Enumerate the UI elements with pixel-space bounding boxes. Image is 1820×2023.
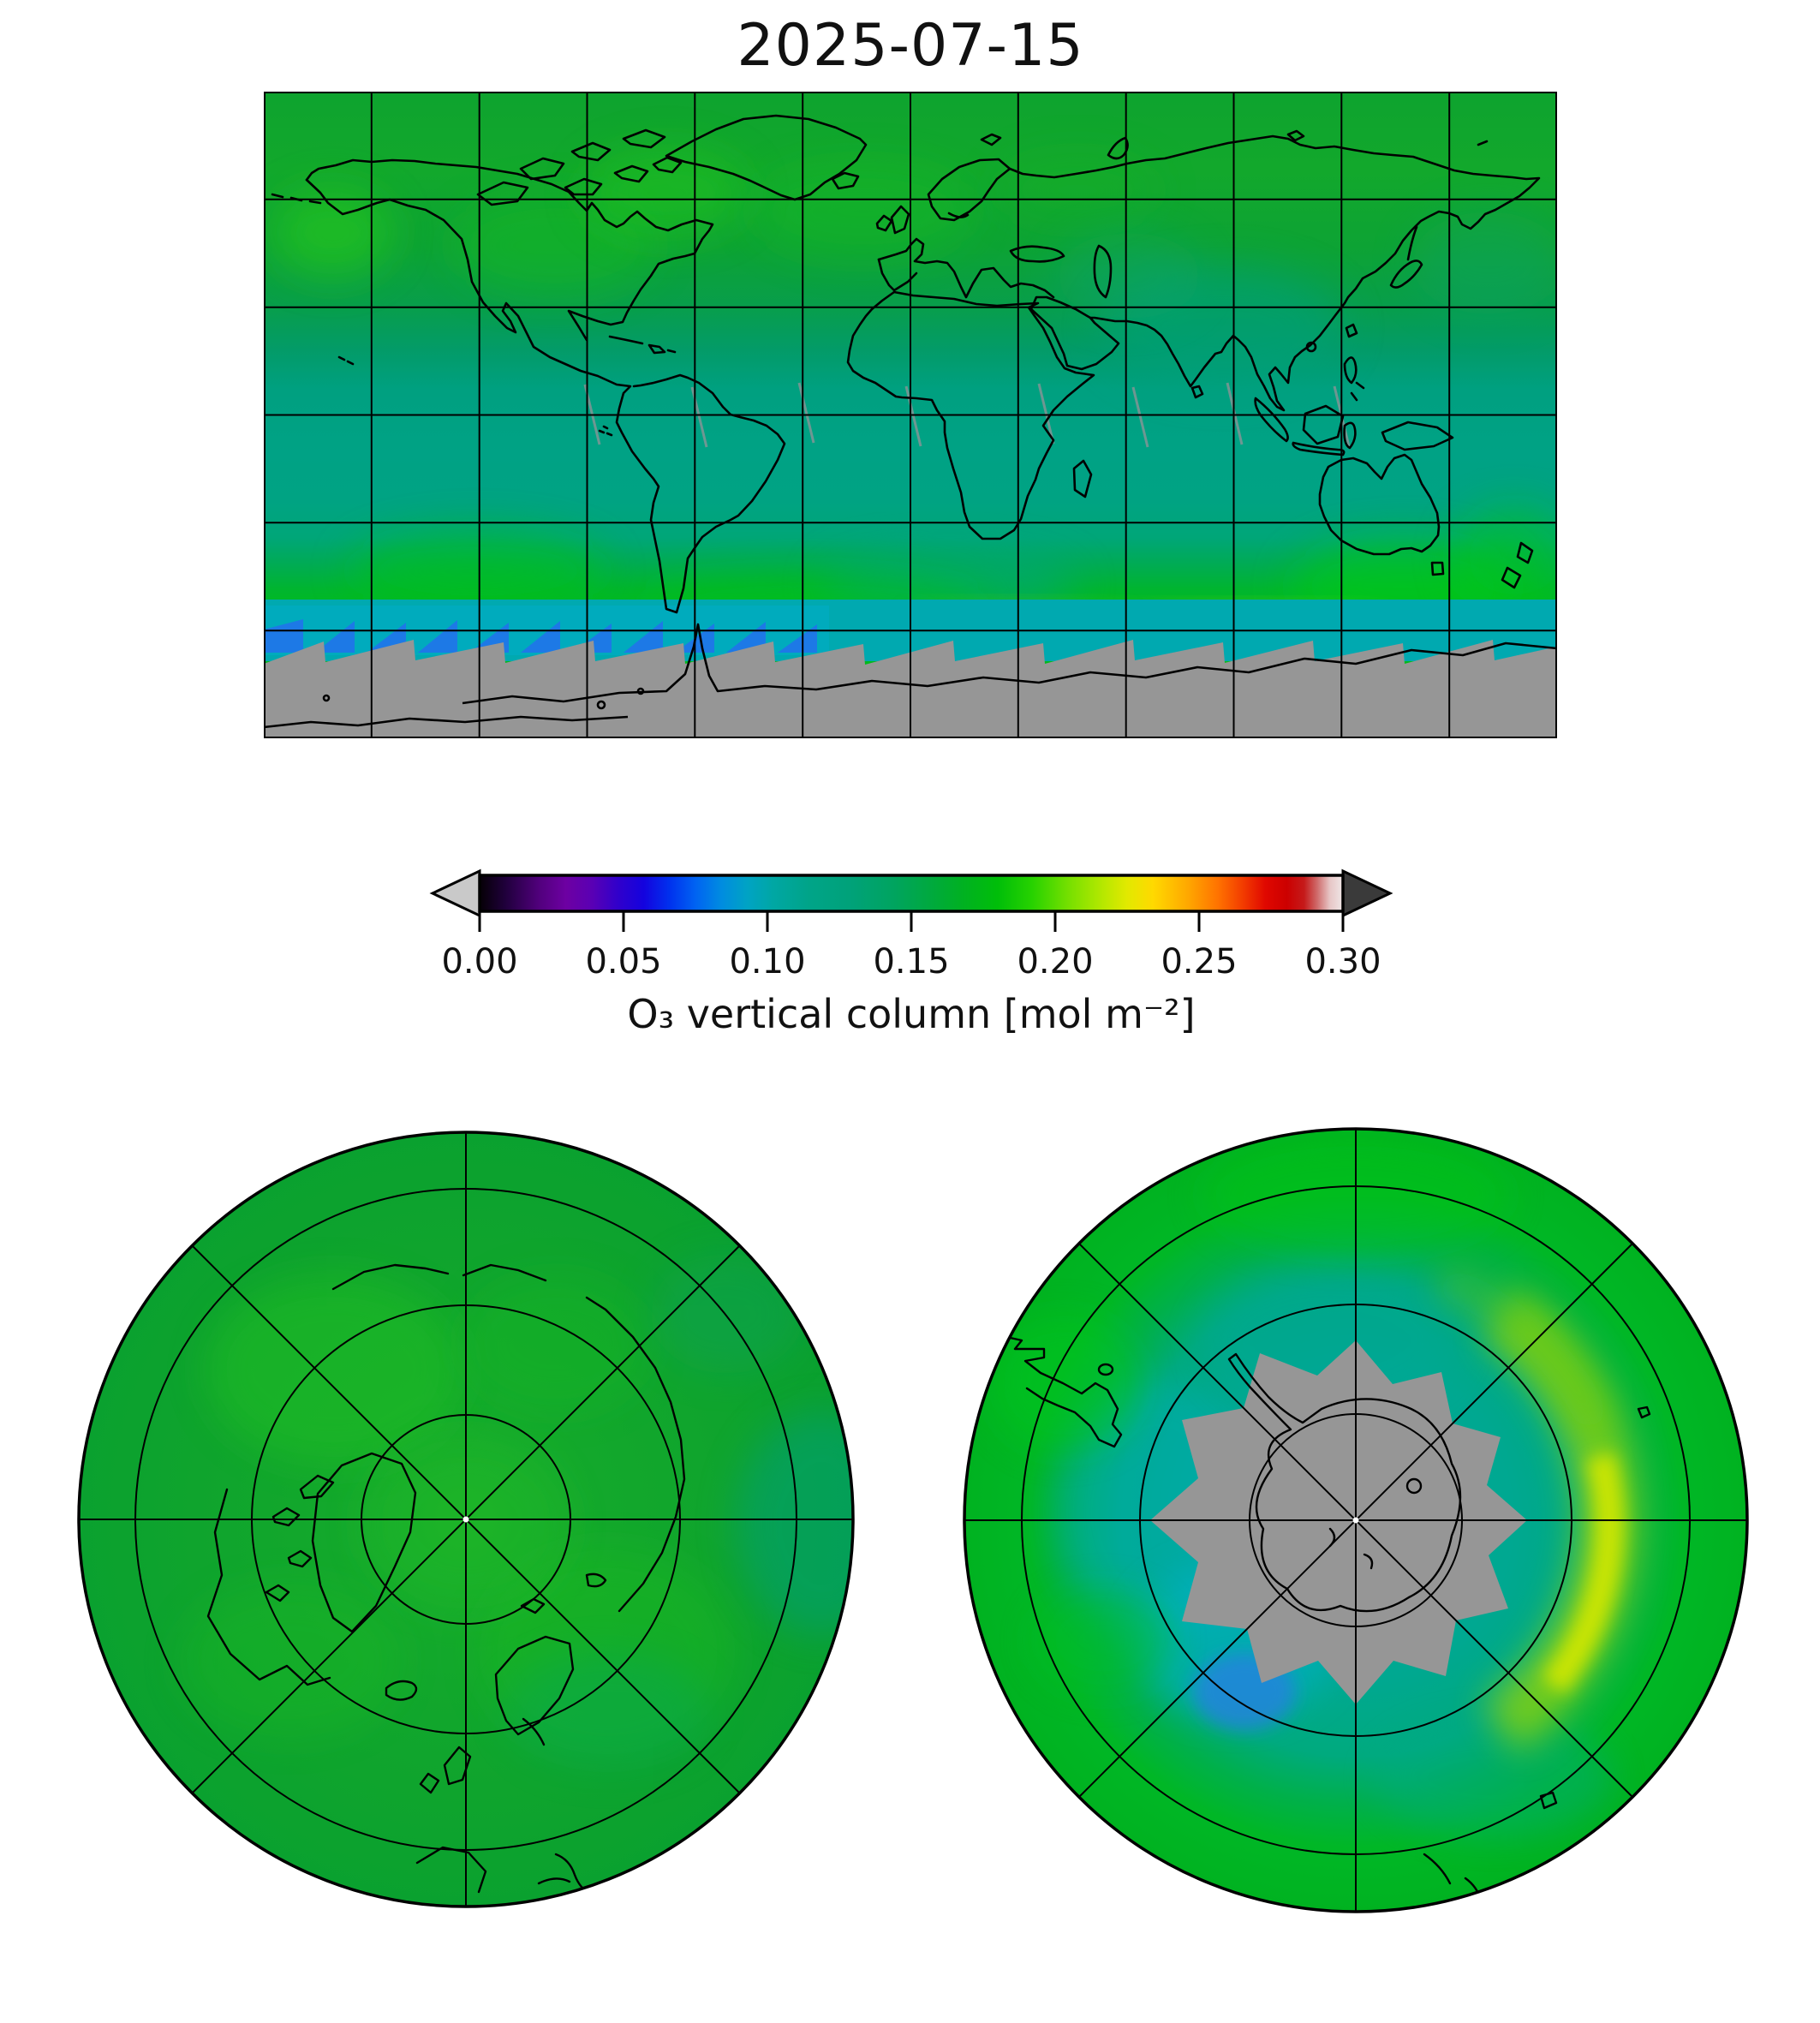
south-no-data-cap	[1150, 1340, 1527, 1704]
graticule	[264, 92, 1557, 738]
colorbar-tick-labels: 0.00 0.05 0.10 0.15 0.20 0.25 0.30	[441, 942, 1381, 982]
tick-label: 0.10	[729, 942, 805, 982]
colorbar-label: O₃ vertical column [mol m⁻²]	[627, 991, 1195, 1037]
tick-label: 0.25	[1161, 942, 1237, 982]
north-polar-boundary	[77, 1131, 855, 1908]
colorbar-under-arrow	[429, 868, 481, 918]
tick-label: 0.05	[585, 942, 661, 982]
north-polar-field	[79, 1132, 853, 1907]
colorbar-gradient	[478, 874, 1345, 913]
tick-label: 0.30	[1304, 942, 1381, 982]
global-map-panel	[264, 92, 1557, 738]
colorbar-over-arrow	[1341, 868, 1393, 918]
coastlines	[271, 114, 1541, 614]
south-polar-coastlines	[1005, 1335, 1651, 1902]
tick-label: 0.15	[873, 942, 949, 982]
tick-label: 0.00	[441, 942, 517, 982]
tick-label: 0.20	[1017, 942, 1093, 982]
north-polar-panel	[77, 1131, 855, 1908]
pole-point	[1352, 1517, 1359, 1524]
pole-point	[462, 1516, 469, 1523]
antarctica-coastline	[264, 623, 1557, 729]
colorbar-panel: 0.00 0.05 0.10 0.15 0.20 0.25 0.30 O₃ ve…	[429, 868, 1393, 1037]
global-map-field	[264, 92, 1557, 738]
colorbar-ticks-marks	[478, 911, 1345, 932]
south-polar-boundary	[963, 1127, 1749, 1913]
south-polar-field	[964, 1129, 1747, 1912]
figure-title: 2025-07-15	[737, 12, 1084, 80]
south-polar-panel	[963, 1127, 1749, 1913]
